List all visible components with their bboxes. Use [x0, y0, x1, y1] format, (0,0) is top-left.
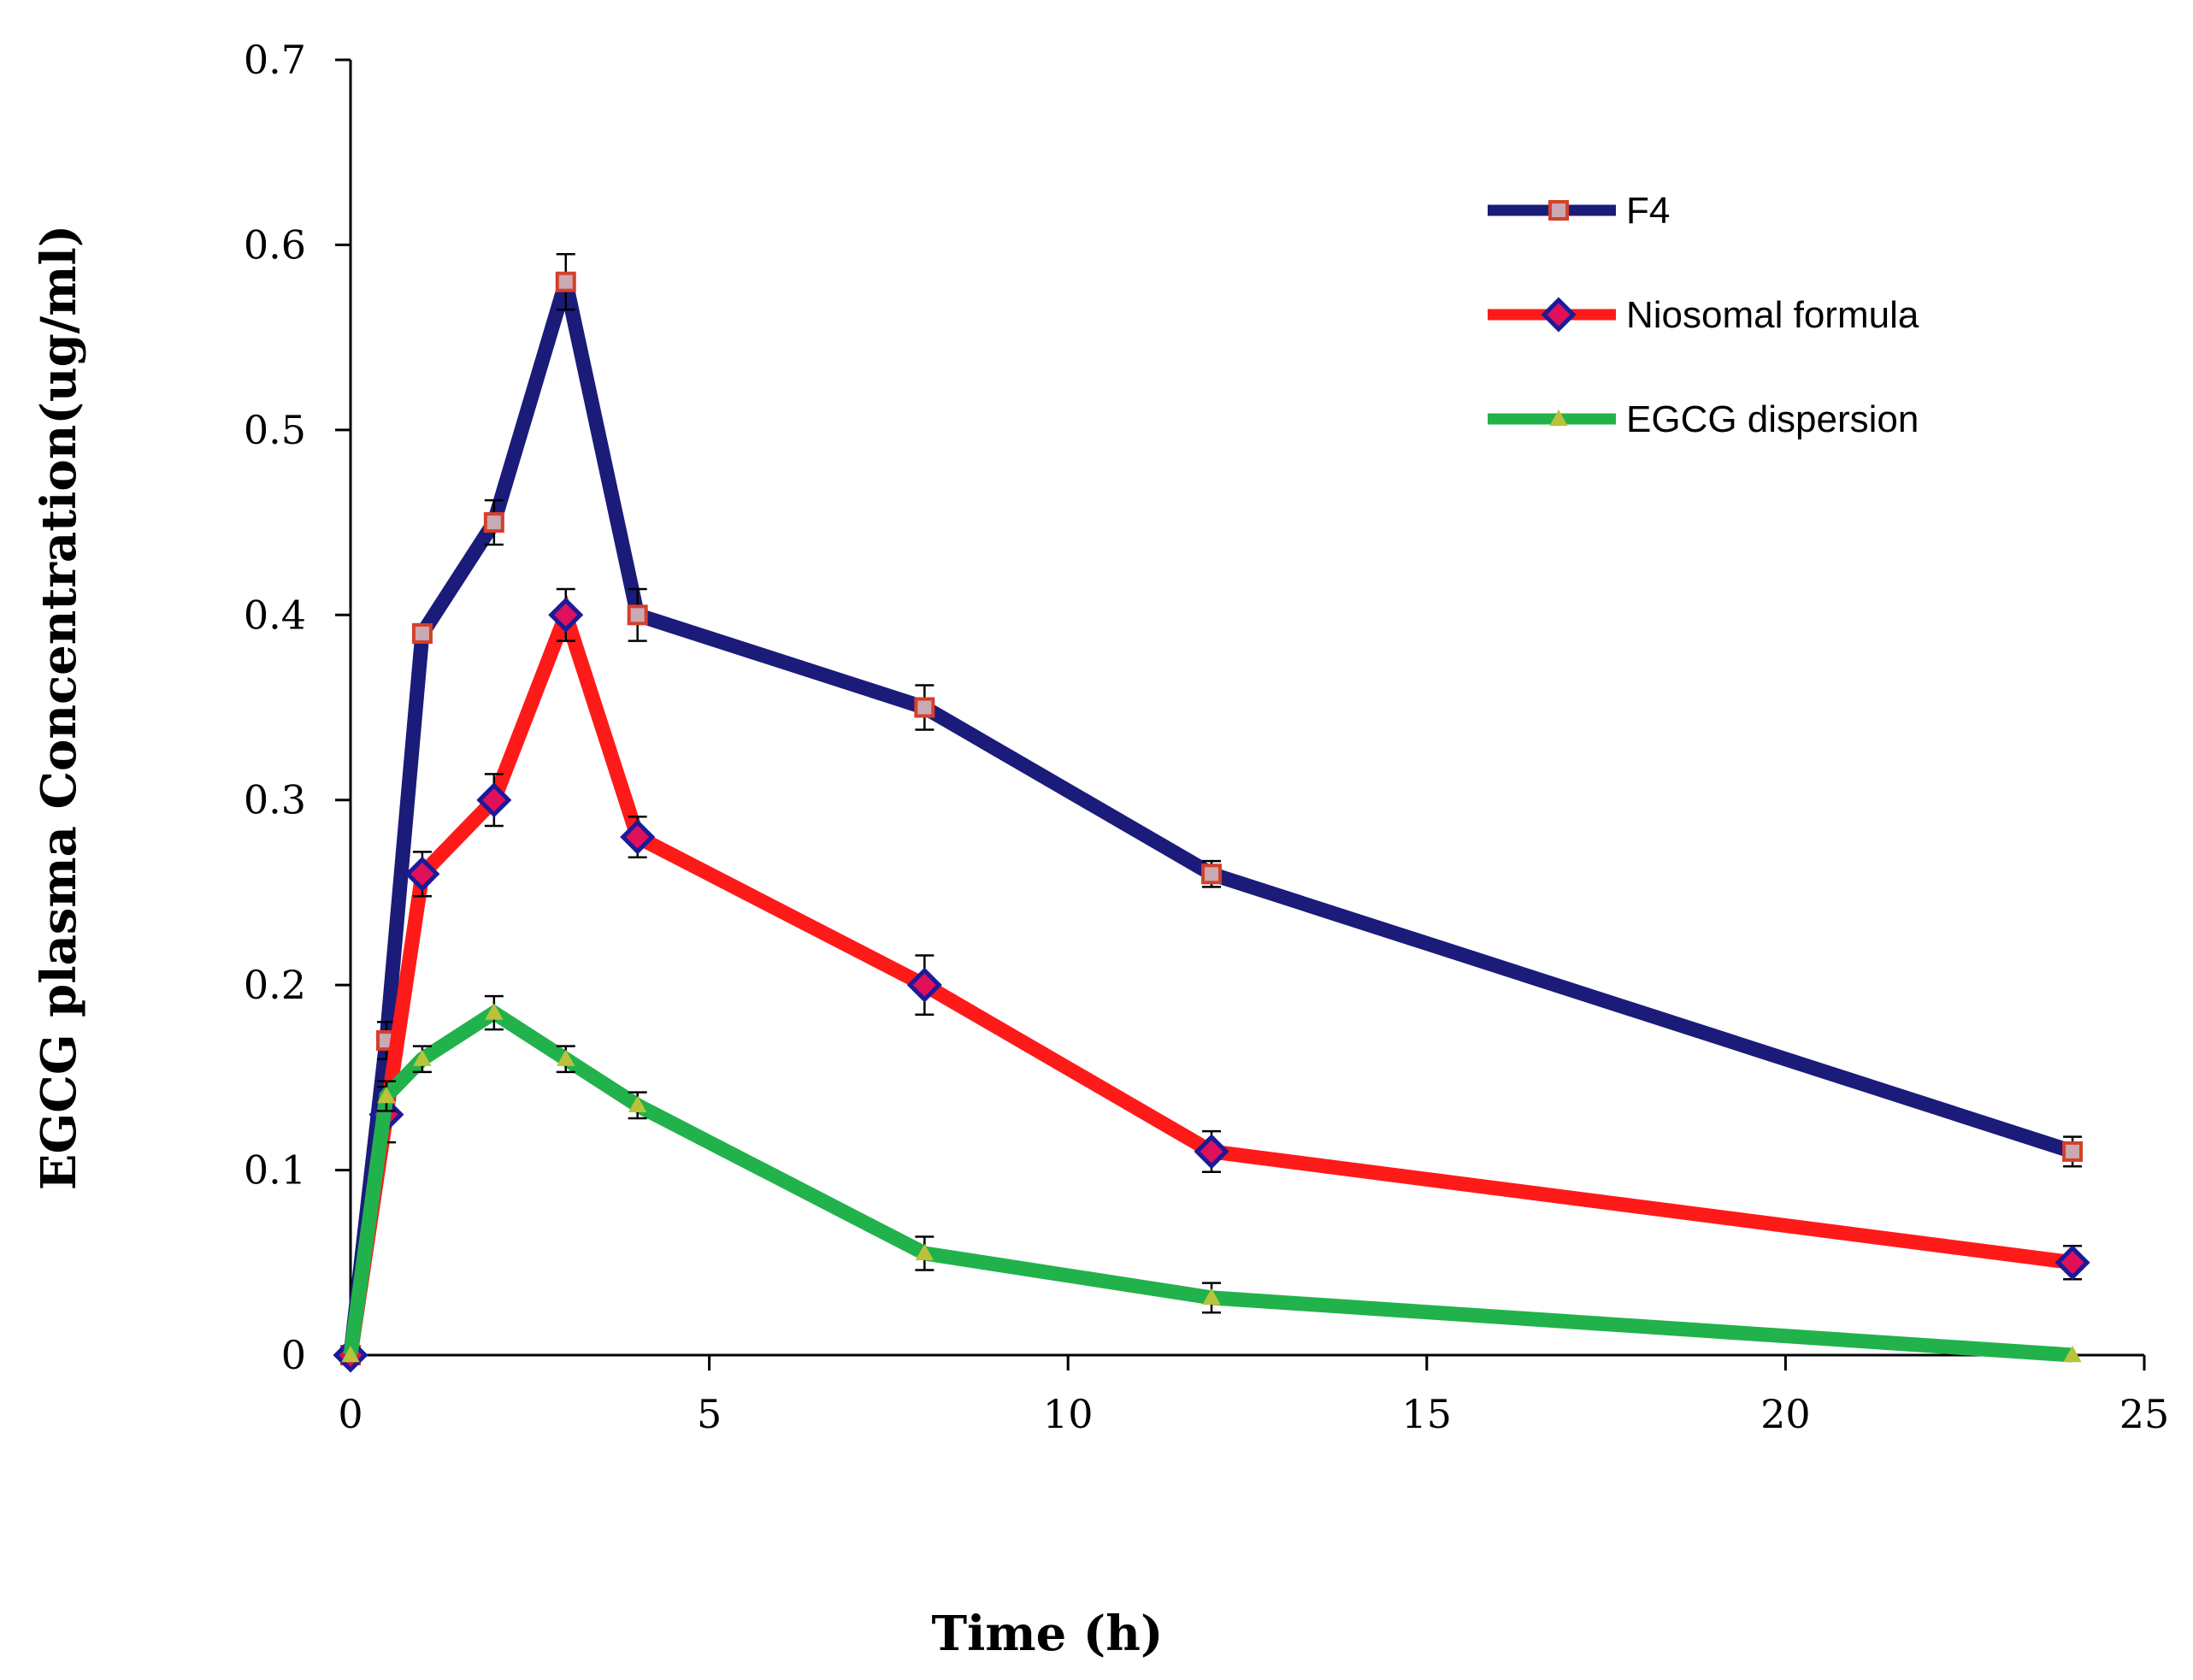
x-axis-title: Time (h) [931, 1606, 1163, 1662]
x-tick-label: 15 [1402, 1391, 1453, 1437]
y-tick-label: 0.4 [244, 592, 306, 638]
y-tick-label: 0.7 [244, 37, 306, 83]
y-tick-label: 0 [281, 1332, 306, 1378]
data-point [411, 622, 433, 644]
x-tick-label: 5 [697, 1391, 722, 1437]
y-tick-label: 0.5 [244, 407, 306, 453]
data-point [377, 1086, 396, 1104]
data-point [2062, 1141, 2084, 1162]
series-line [343, 280, 2075, 1356]
legend-item: F4 [1488, 190, 1670, 232]
data-point [555, 271, 576, 292]
legend-marker [1548, 200, 1569, 221]
legend-item: Niosomal formula [1488, 294, 1919, 336]
y-tick-label: 0.6 [244, 221, 306, 268]
series-egcg-dispersion [341, 994, 2082, 1363]
data-point [914, 697, 935, 718]
data-point [548, 597, 584, 633]
x-tick-label: 20 [1760, 1391, 1811, 1437]
data-point [620, 819, 656, 855]
data-point [1202, 1288, 1221, 1306]
data-point [404, 856, 440, 892]
y-axis-title: EGCG plasma Concentration(ug/ml) [31, 225, 87, 1190]
data-point [413, 1049, 432, 1066]
series-niosomal-formula [333, 587, 2090, 1373]
axis-ticks: 0 0.1 0.2 0.3 0.4 0.5 0.6 0.7 0 5 10 15 20 25 [244, 37, 2169, 1437]
data-point [1194, 1134, 1229, 1170]
series-line [343, 592, 2074, 1357]
data-point [906, 967, 942, 1003]
series-group [333, 253, 2090, 1373]
data-point [485, 1003, 504, 1020]
series-f4 [340, 253, 2084, 1365]
data-point [1201, 864, 1223, 885]
y-tick-label: 0.2 [244, 962, 306, 1008]
legend-label: EGCG dispersion [1626, 398, 1919, 440]
axes [349, 60, 2144, 1357]
data-point [341, 1345, 360, 1363]
x-tick-label: 10 [1043, 1391, 1094, 1437]
data-point [557, 1049, 575, 1066]
legend-item: EGCG dispersion [1488, 398, 1919, 440]
y-tick-label: 0.3 [244, 777, 306, 823]
legend-label: Niosomal formula [1626, 294, 1919, 336]
data-point [476, 782, 512, 818]
data-point [627, 604, 648, 626]
y-tick-label: 0.1 [244, 1147, 306, 1194]
legend-marker [1549, 409, 1568, 427]
data-point [2054, 1245, 2090, 1281]
legend: F4 Niosomal formula EGCG dispersion [1488, 190, 1919, 440]
data-point [483, 512, 504, 533]
legend-marker [1541, 297, 1577, 333]
legend-label: F4 [1626, 190, 1670, 232]
data-point [2063, 1345, 2082, 1363]
x-tick-label: 25 [2119, 1391, 2170, 1437]
data-point [915, 1243, 934, 1261]
data-point [628, 1095, 647, 1113]
x-tick-label: 0 [338, 1391, 363, 1437]
